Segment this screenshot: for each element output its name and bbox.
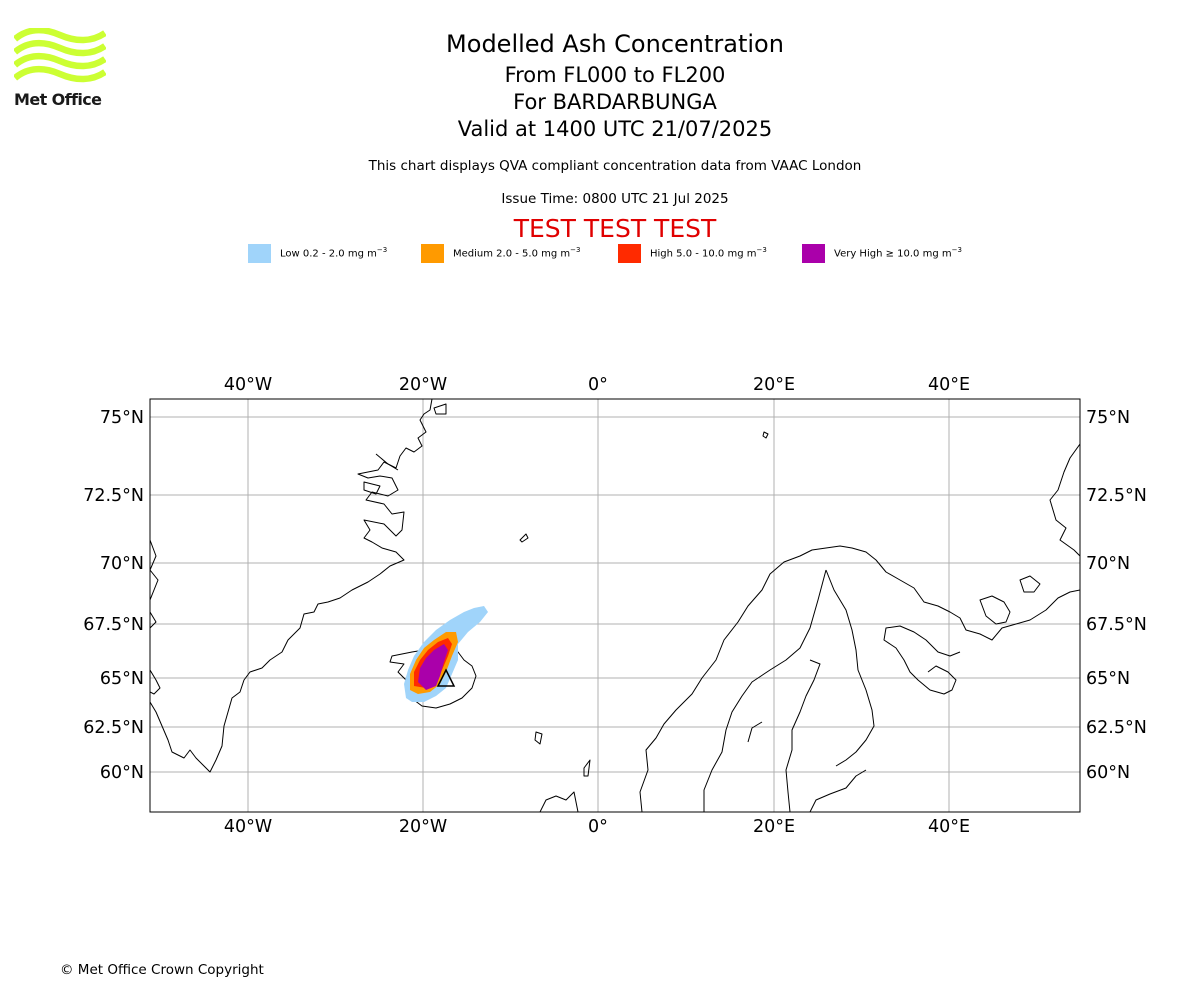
- lat-label: 62.5°N: [1086, 718, 1147, 738]
- flight-level-range: From FL000 to FL200: [504, 63, 726, 87]
- ash-very-high-region: [418, 644, 448, 690]
- lon-labels-bottom: 40°W 20°W 0° 20°E 40°E: [224, 817, 970, 837]
- lat-label: 65°N: [100, 669, 144, 689]
- issue-time: Issue Time: 0800 UTC 21 Jul 2025: [501, 191, 729, 207]
- lat-label: 75°N: [1086, 408, 1130, 428]
- volcano-triangle-icon: [436, 668, 456, 687]
- lon-label: 40°E: [928, 375, 970, 395]
- lat-label: 67.5°N: [1086, 615, 1147, 635]
- lat-label: 60°N: [100, 763, 144, 783]
- legend-swatch-medium: [421, 244, 444, 263]
- lon-label: 20°E: [753, 375, 795, 395]
- lat-label: 65°N: [1086, 669, 1130, 689]
- legend: Low 0.2 - 2.0 mg m−3 Medium 2.0 - 5.0 mg…: [248, 243, 1008, 265]
- legend-label-low: Low 0.2 - 2.0 mg m−3: [280, 246, 388, 260]
- lat-label: 67.5°N: [83, 615, 144, 635]
- lat-label: 72.5°N: [1086, 486, 1147, 506]
- lon-label: 0°: [588, 817, 608, 837]
- logo-text: Met Office: [14, 90, 102, 109]
- lat-label: 60°N: [1086, 763, 1130, 783]
- lon-label: 40°E: [928, 817, 970, 837]
- chart-description: This chart displays QVA compliant concen…: [368, 158, 862, 174]
- valid-time: Valid at 1400 UTC 21/07/2025: [457, 117, 773, 141]
- legend-label-very-high: Very High ≥ 10.0 mg m−3: [834, 246, 962, 260]
- legend-label-high: High 5.0 - 10.0 mg m−3: [650, 246, 767, 260]
- met-office-wave-logo-icon: [14, 28, 106, 83]
- lat-label: 70°N: [1086, 554, 1130, 574]
- coastlines: [150, 399, 1080, 812]
- lat-label: 72.5°N: [83, 486, 144, 506]
- legend-swatch-very-high: [802, 244, 825, 263]
- scandinavia-coast: [639, 545, 1080, 812]
- lon-labels-top: 40°W 20°W 0° 20°E 40°E: [224, 375, 970, 395]
- copyright-notice: © Met Office Crown Copyright: [60, 962, 264, 978]
- lat-labels-right: 75°N 72.5°N 70°N 67.5°N 65°N 62.5°N 60°N: [1086, 408, 1147, 783]
- legend-swatch-high: [618, 244, 641, 263]
- legend-swatch-low: [248, 244, 271, 263]
- lon-label: 20°W: [399, 817, 447, 837]
- lon-label: 20°E: [753, 817, 795, 837]
- lon-label: 0°: [588, 375, 608, 395]
- lon-label: 20°W: [399, 375, 447, 395]
- legend-label-medium: Medium 2.0 - 5.0 mg m−3: [453, 246, 581, 260]
- lat-labels-left: 75°N 72.5°N 70°N 67.5°N 65°N 62.5°N 60°N: [83, 408, 144, 783]
- test-banner: TEST TEST TEST: [513, 214, 717, 243]
- greenland-coast: [150, 399, 433, 773]
- map-frame: [149, 398, 1081, 813]
- lon-label: 40°W: [224, 375, 272, 395]
- met-office-logo: Met Office: [12, 28, 108, 112]
- graticule: [150, 399, 1080, 812]
- lat-label: 75°N: [100, 408, 144, 428]
- lon-label: 40°W: [224, 817, 272, 837]
- ash-plume: [404, 606, 488, 702]
- lat-label: 62.5°N: [83, 718, 144, 738]
- volcano-name: For BARDARBUNGA: [513, 90, 717, 114]
- chart-title: Modelled Ash Concentration: [446, 30, 784, 58]
- lat-label: 70°N: [100, 554, 144, 574]
